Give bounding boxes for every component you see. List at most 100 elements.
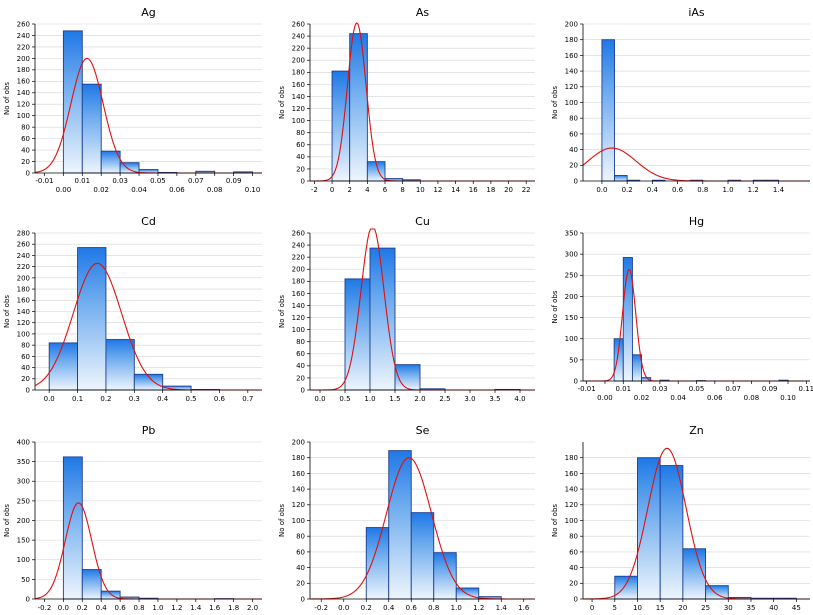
x-tick-label: 0.06	[169, 186, 185, 194]
y-axis-label: No of obs	[278, 504, 286, 537]
y-tick-label: 300	[17, 478, 30, 486]
chart-panel-cd: Cd No of obs 0 20 40 60 80 100 120 140 160 180 200 22…	[3, 215, 262, 403]
histogram-bar	[62, 30, 83, 174]
y-tick-label: 160	[17, 78, 30, 86]
y-tick-label: 400	[17, 438, 30, 446]
x-tick-label: 1.4	[773, 186, 785, 194]
y-tick-label: 180	[565, 36, 578, 44]
y-tick-label: 140	[17, 308, 30, 316]
x-tick-label: 0.02	[634, 394, 650, 402]
y-tick-label: 100	[565, 335, 578, 343]
chart-title: iAs	[688, 6, 705, 19]
x-tick-label: 0.2	[77, 604, 88, 612]
y-tick-label: 220	[17, 263, 30, 271]
x-tick-label: 1.6	[518, 604, 530, 612]
y-tick-label: 100	[17, 556, 30, 564]
x-tick-label: 22	[522, 186, 531, 194]
y-tick-label: 260	[17, 241, 30, 249]
x-tick-label: 1.6	[209, 604, 221, 612]
x-tick-label: 2	[347, 186, 351, 194]
x-tick-label: 0.8	[133, 604, 144, 612]
x-tick-label: 1.2	[748, 186, 759, 194]
x-tick-label: 0.09	[226, 177, 242, 185]
y-tick-label: 60	[296, 350, 305, 358]
x-tick-label: 20	[504, 186, 513, 194]
x-tick-label: 1.0	[722, 186, 733, 194]
x-tick-label: 0.05	[150, 177, 166, 185]
y-axis-label: No of obs	[278, 295, 286, 328]
chart-panel-zn: Zn No of obs 0 20 40 60 80 100 120 140 160 180 0 5 10 1…	[551, 424, 810, 612]
y-tick-label: 350	[17, 458, 30, 466]
y-tick-label: 100	[292, 517, 305, 525]
y-axis-label: No of obs	[278, 86, 286, 119]
y-tick-label: 60	[21, 135, 30, 143]
x-tick-label: 1.2	[171, 604, 182, 612]
y-tick-label: 0	[574, 377, 578, 385]
y-tick-label: 240	[17, 252, 30, 260]
y-tick-label: 20	[296, 580, 305, 588]
y-tick-label: 220	[292, 254, 305, 262]
y-tick-label: 200	[17, 55, 30, 63]
x-tick-label: 0.6	[115, 604, 127, 612]
y-tick-label: 200	[17, 517, 30, 525]
y-tick-label: 200	[292, 266, 305, 274]
histogram-bar	[410, 512, 435, 600]
histogram-bar	[614, 175, 628, 182]
y-tick-label: 160	[292, 470, 305, 478]
y-tick-label: 240	[292, 32, 305, 40]
y-tick-label: 120	[292, 314, 305, 322]
histogram-bar	[105, 339, 135, 391]
y-tick-label: 120	[565, 501, 578, 509]
x-tick-label: 2.5	[439, 395, 450, 403]
x-tick-label: 1.0	[152, 604, 163, 612]
x-tick-label: 30	[724, 604, 733, 612]
histogram-bar	[62, 456, 83, 600]
x-tick-label: 0.8	[697, 186, 708, 194]
y-tick-label: 140	[17, 89, 30, 97]
y-tick-label: 200	[565, 293, 578, 301]
x-tick-label: 0.7	[242, 395, 253, 403]
x-tick-label: 0.00	[56, 186, 72, 194]
x-tick-label: 0.2	[361, 604, 372, 612]
histogram-bar	[631, 354, 643, 382]
chart-title: Zn	[689, 424, 704, 437]
x-tick-label: 20	[678, 604, 687, 612]
x-tick-label: 1.8	[228, 604, 239, 612]
y-tick-label: 150	[565, 314, 578, 322]
x-tick-label: 12	[433, 186, 442, 194]
y-tick-label: 100	[17, 112, 30, 120]
x-tick-label: 0.5	[185, 395, 196, 403]
chart-title: Cd	[141, 215, 156, 228]
chart-panel-cu: Cu No of obs 0 20 40 60 80 100 120 140 160 180 200 22…	[278, 215, 535, 403]
x-tick-label: 0.11	[799, 385, 813, 393]
x-tick-label: 0.0	[596, 186, 607, 194]
x-tick-label: 1.5	[389, 395, 400, 403]
y-tick-label: 40	[21, 364, 30, 372]
x-tick-label: 2.0	[414, 395, 425, 403]
x-tick-label: 0.3	[129, 395, 140, 403]
x-tick-label: 8	[400, 186, 404, 194]
y-tick-label: 20	[21, 375, 30, 383]
x-tick-label: 18	[486, 186, 495, 194]
x-tick-label: -2	[311, 186, 318, 194]
x-tick-label: 0.8	[428, 604, 439, 612]
x-tick-label: 0.09	[762, 385, 778, 393]
y-tick-label: 0	[26, 386, 30, 394]
y-tick-label: 0	[26, 595, 30, 603]
y-tick-label: 160	[565, 470, 578, 478]
x-tick-label: 1.0	[364, 395, 375, 403]
x-tick-label: 2.0	[247, 604, 258, 612]
y-tick-label: 20	[569, 580, 578, 588]
x-tick-label: 0	[590, 604, 594, 612]
y-tick-label: 200	[17, 274, 30, 282]
y-tick-label: 0	[301, 386, 305, 394]
x-tick-label: 0.08	[207, 186, 223, 194]
x-tick-label: 0.10	[780, 394, 796, 402]
y-tick-label: 140	[565, 68, 578, 76]
x-tick-label: 0.05	[689, 385, 705, 393]
y-tick-label: 140	[565, 486, 578, 494]
chart-title: As	[416, 6, 430, 19]
x-tick-label: 0.03	[652, 385, 668, 393]
y-tick-label: 40	[21, 146, 30, 154]
